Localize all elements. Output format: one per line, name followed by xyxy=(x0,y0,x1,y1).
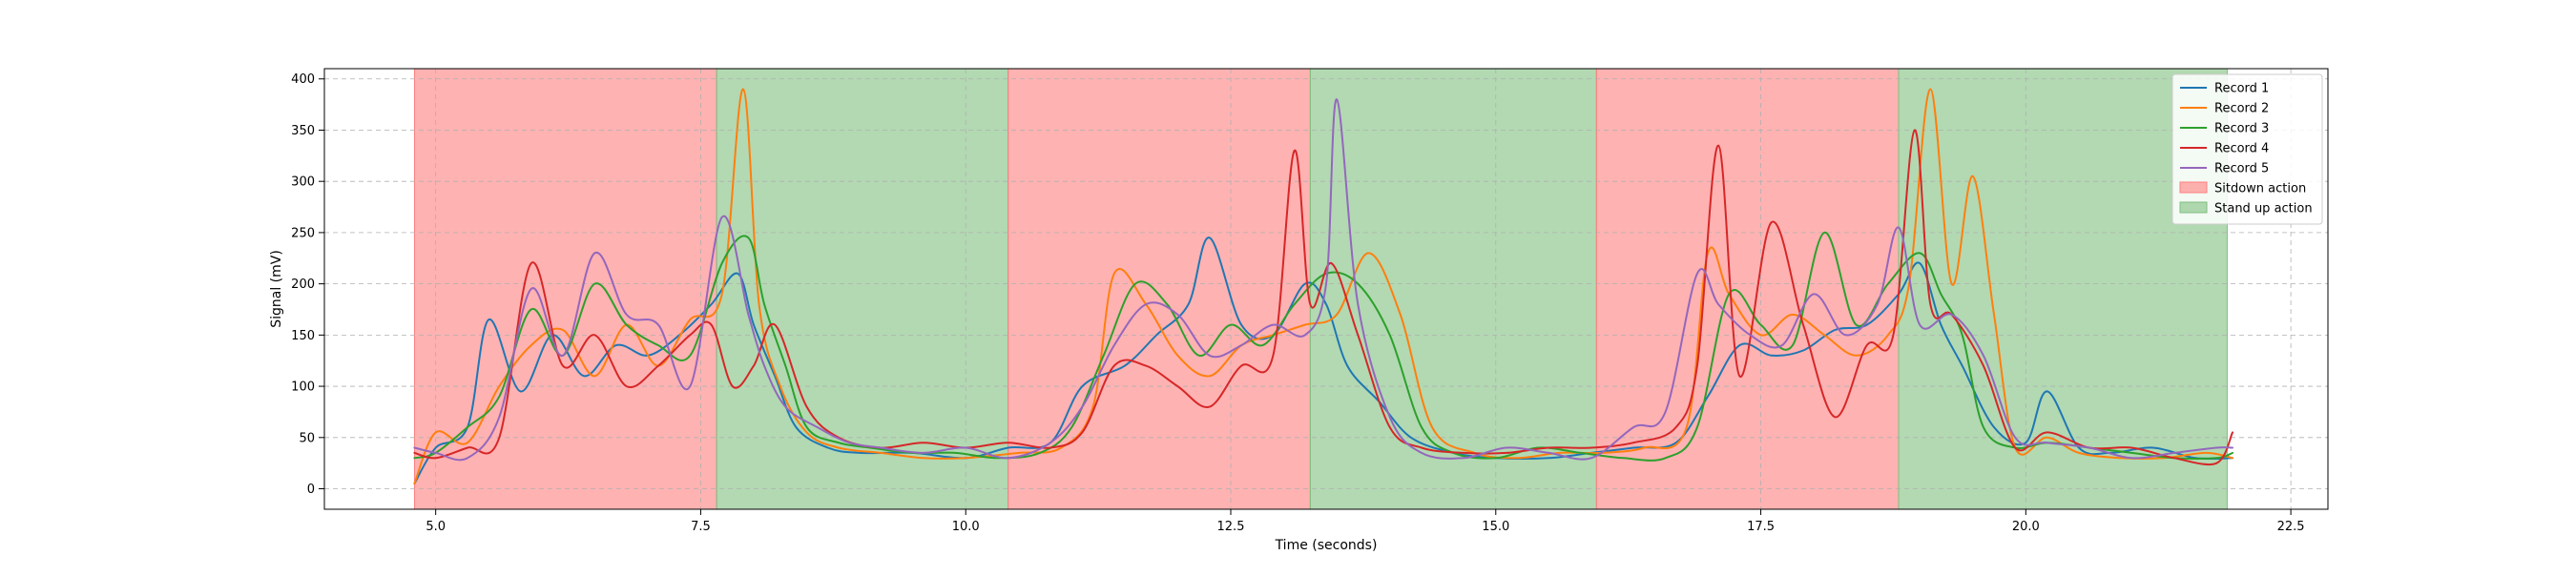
action-region-5 xyxy=(1595,69,1900,509)
x-tick-label: 5.0 xyxy=(426,520,446,534)
action-region-3 xyxy=(1008,69,1311,509)
x-tick-label: 22.5 xyxy=(2277,520,2305,534)
legend-label-record-5: Record 5 xyxy=(2214,162,2269,176)
series-line-record-1 xyxy=(413,237,2233,485)
y-tick-label: 0 xyxy=(307,483,315,497)
y-tick-label: 100 xyxy=(291,381,315,395)
y-tick-label: 400 xyxy=(291,72,315,87)
x-tick-label: 15.0 xyxy=(1482,520,1509,534)
legend-swatch-stand-up-action xyxy=(2179,201,2208,214)
x-tick-label: 7.5 xyxy=(691,520,711,534)
series-line-record-5 xyxy=(413,98,2233,462)
legend-label-stand-up-action: Stand up action xyxy=(2214,202,2313,216)
y-axis-ticks: 0 50 100 150 200 250 300 350 400 xyxy=(291,72,324,497)
y-tick-label: 50 xyxy=(299,431,315,445)
legend-label-record-3: Record 3 xyxy=(2214,122,2269,136)
x-axis-label: Time (seconds) xyxy=(1275,538,1378,553)
data-series xyxy=(413,88,2233,485)
legend-label-record-4: Record 4 xyxy=(2214,142,2269,156)
legend-label-record-1: Record 1 xyxy=(2214,82,2269,96)
x-tick-label: 10.0 xyxy=(952,520,980,534)
action-region-2 xyxy=(716,69,1009,509)
y-axis-label: Signal (mV) xyxy=(269,250,284,328)
plot-frame xyxy=(323,68,2329,510)
legend-label-record-2: Record 2 xyxy=(2214,102,2269,116)
grid-lines xyxy=(324,69,2328,509)
action-region-1 xyxy=(413,69,717,509)
x-tick-label: 17.5 xyxy=(1747,520,1775,534)
series-line-record-2 xyxy=(413,88,2233,485)
legend: Record 1 Record 2 Record 3 Record 4 Record 5… xyxy=(2171,73,2323,225)
action-region-4 xyxy=(1309,69,1597,509)
legend-box xyxy=(2171,73,2323,225)
x-tick-label: 12.5 xyxy=(1217,520,1245,534)
y-tick-label: 300 xyxy=(291,175,315,190)
series-line-record-4 xyxy=(413,129,2233,466)
legend-label-sitdown-action: Sitdown action xyxy=(2214,182,2306,196)
y-tick-label: 350 xyxy=(291,124,315,138)
x-tick-label: 20.0 xyxy=(2012,520,2040,534)
y-tick-label: 250 xyxy=(291,226,315,240)
x-axis-ticks: 5.0 7.5 10.0 12.5 15.0 17.5 20.0 22.5 xyxy=(426,509,2305,534)
y-tick-label: 200 xyxy=(291,278,315,292)
legend-swatch-sitdown-action xyxy=(2179,181,2208,194)
y-tick-label: 150 xyxy=(291,329,315,343)
